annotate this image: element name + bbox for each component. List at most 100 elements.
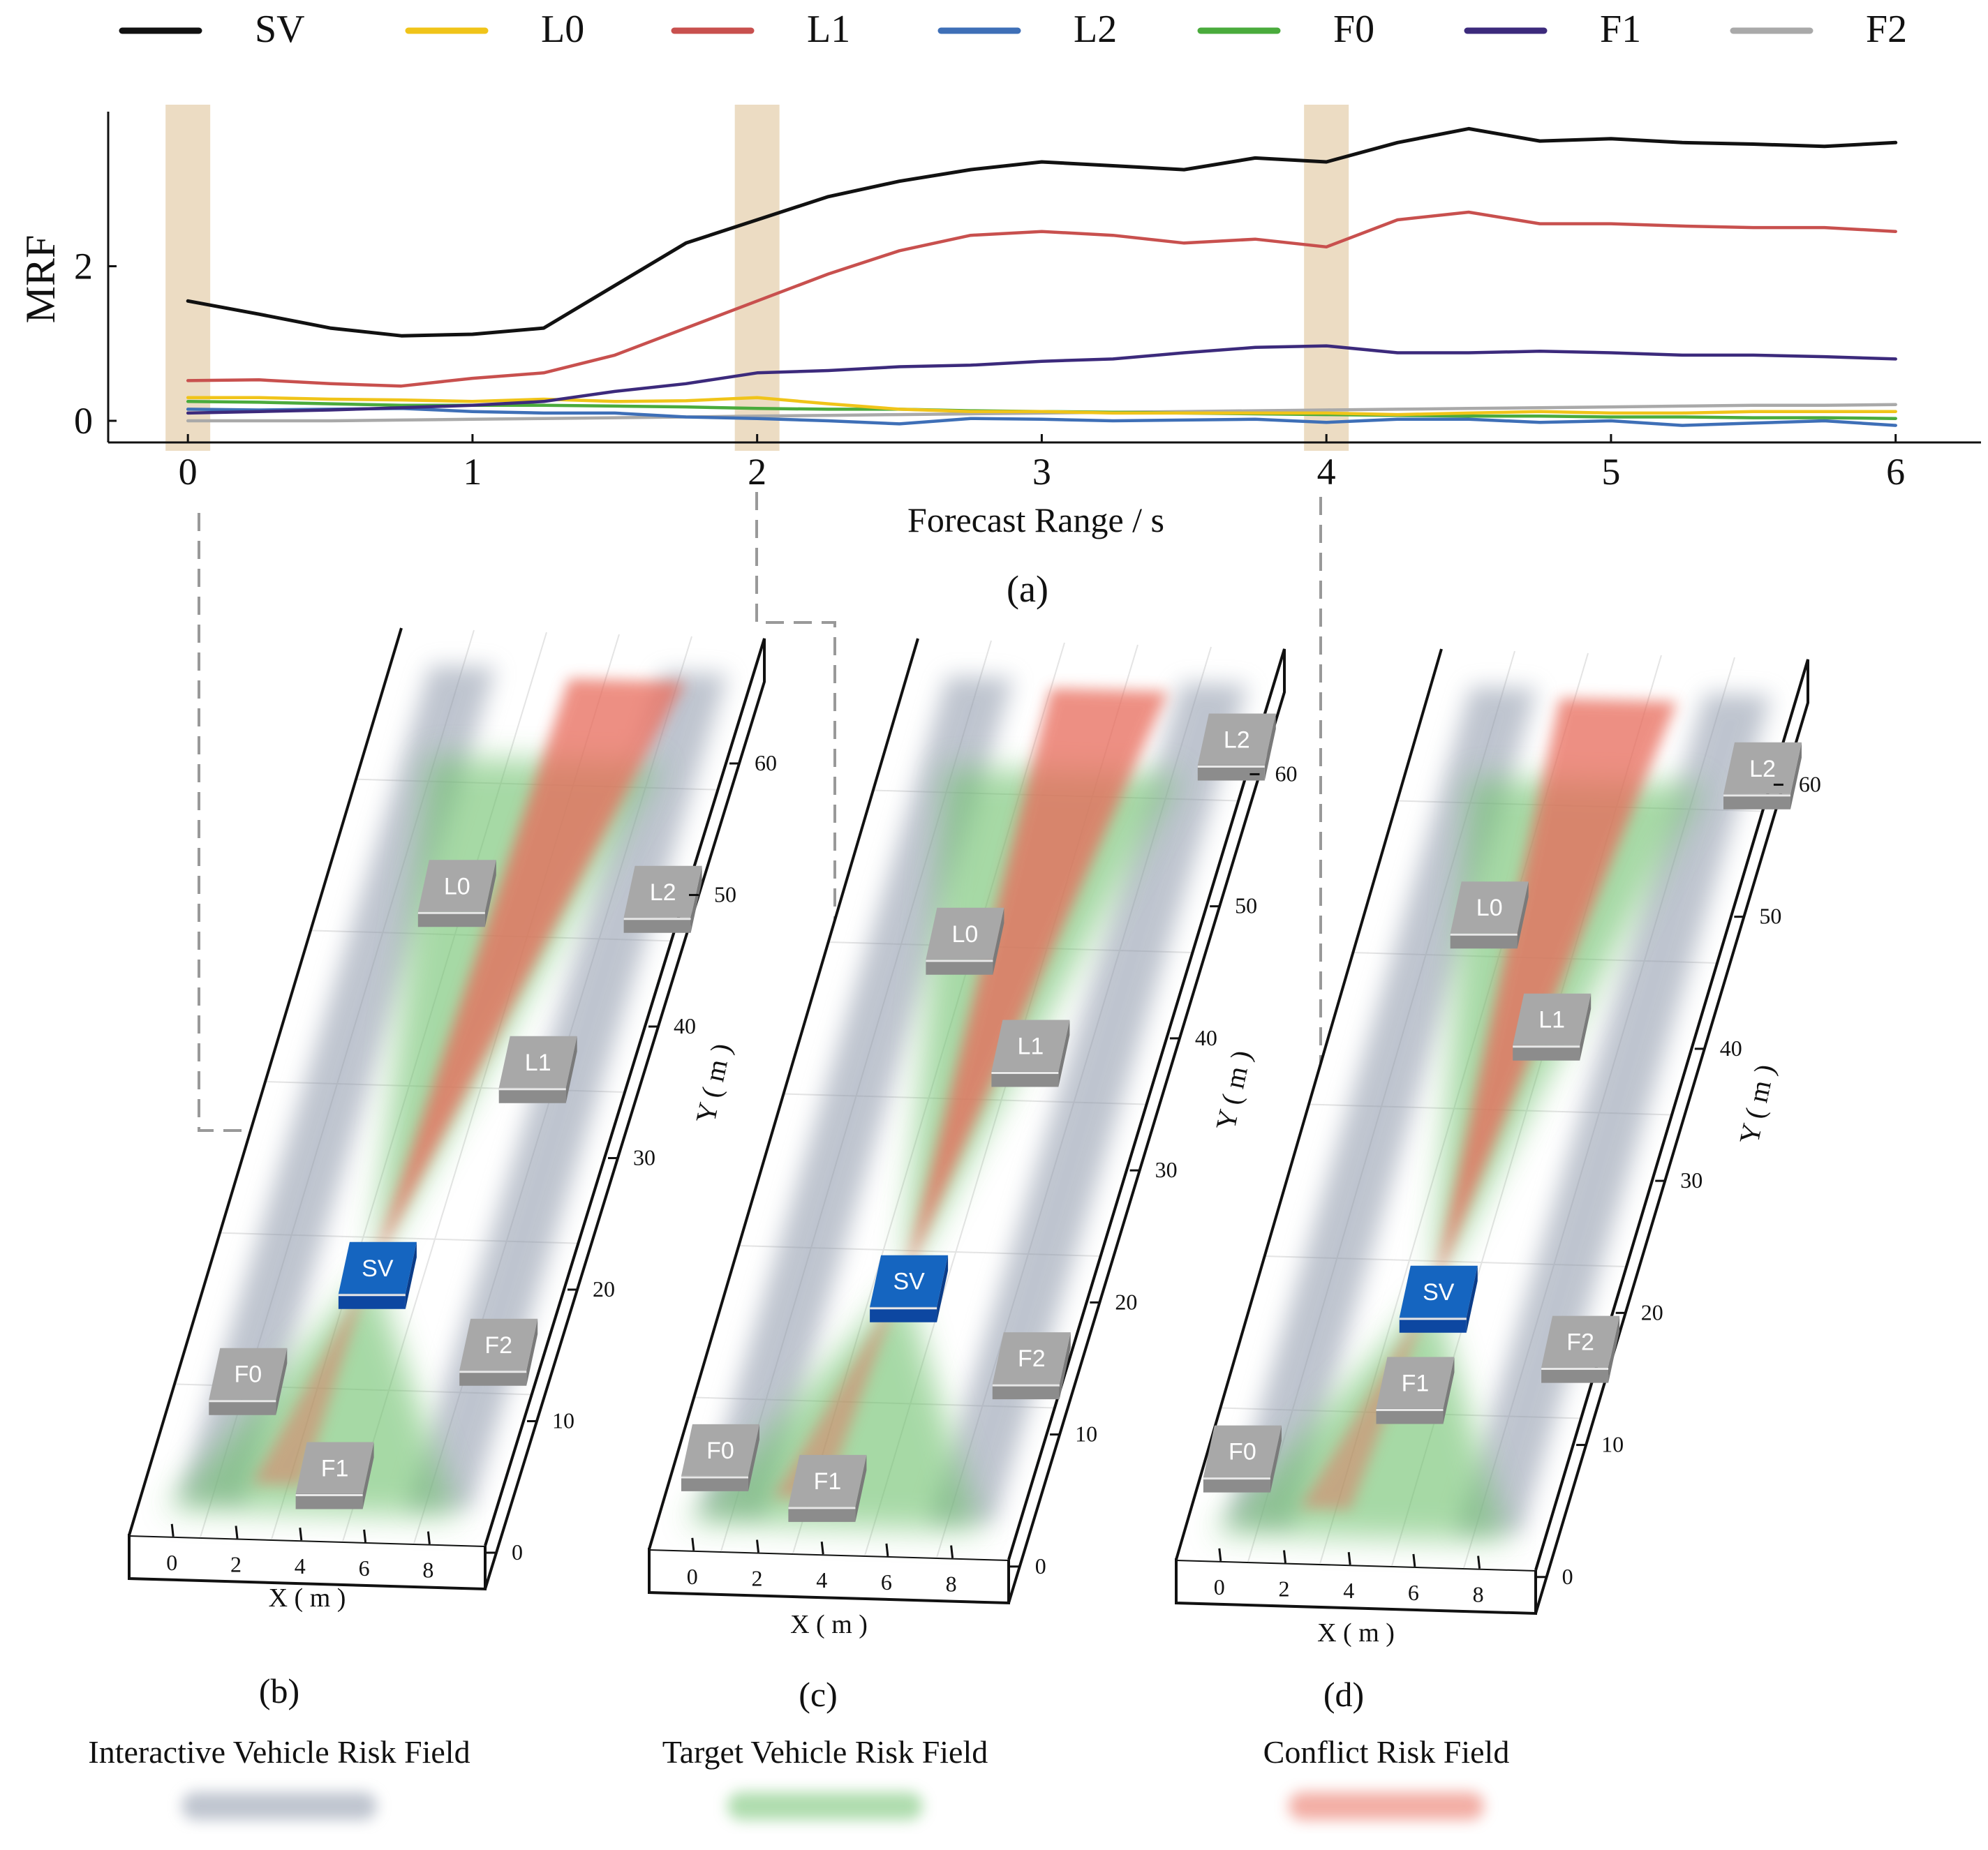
x-tick-label: 3 <box>1032 451 1051 493</box>
vehicle-l2: L2 <box>1723 742 1802 810</box>
vehicle-label-sv: SV <box>893 1269 925 1295</box>
y-axis-tick-label: 60 <box>1275 761 1297 786</box>
panel-label-d: (d) <box>1323 1675 1364 1714</box>
y-axis-tick-label: 60 <box>1799 771 1821 796</box>
vehicle-label-l0: L0 <box>444 873 470 900</box>
vehicle-side-face <box>1517 881 1529 949</box>
highlight-band-0 <box>165 105 211 451</box>
vehicle-front-face <box>1723 793 1790 810</box>
vehicle-side-face <box>362 1442 374 1509</box>
field-legend-label: Interactive Vehicle Risk Field <box>88 1734 470 1770</box>
vehicle-front-face <box>1513 1045 1580 1061</box>
connector-t2 <box>755 492 880 1151</box>
vehicle-top-face <box>1513 993 1592 1045</box>
vehicle-label-l0: L0 <box>1476 895 1503 921</box>
vehicle-top-face <box>991 1020 1070 1072</box>
vehicle-top-face <box>1450 881 1529 934</box>
vehicle-front-face <box>1376 1408 1444 1424</box>
x-axis-tick-label: 8 <box>422 1558 433 1583</box>
legend-label-l1: L1 <box>807 8 850 51</box>
road-left-edge <box>1175 648 1443 1560</box>
y-ticks: 02 <box>74 245 117 442</box>
x-axis-tick <box>299 1528 303 1541</box>
y-axis-tick-label: 50 <box>714 882 736 907</box>
vehicle-front-face <box>623 917 691 933</box>
y-axis-tick-label: 30 <box>1680 1168 1703 1193</box>
vehicle-label-f2: F2 <box>484 1332 512 1359</box>
vehicle-top-face <box>295 1442 374 1494</box>
x-axis-tick-label: 2 <box>752 1566 763 1591</box>
scene-panel-d: SV L0 L1 L2 F0 F1 F2 0 2 4 6 8 X ( m ) 0 10 20 30 40 50 60 Y… <box>1175 648 1821 1714</box>
conflict-risk-field <box>1300 1291 1433 1510</box>
x-axis-tick <box>1218 1548 1222 1561</box>
legend-label-l0: L0 <box>541 8 584 51</box>
x-axis-label: X ( m ) <box>1317 1618 1395 1648</box>
x-axis-tick-label: 4 <box>816 1567 827 1592</box>
vehicle-l0: L0 <box>1450 881 1529 949</box>
y-axis-tick-label: 0 <box>1562 1564 1573 1589</box>
series-line-f1 <box>186 344 1897 415</box>
x-axis-tick <box>691 1537 695 1551</box>
vehicle-top-face <box>1541 1315 1620 1368</box>
x-axis-tick-label: 8 <box>1473 1582 1484 1607</box>
vehicle-f2: F2 <box>459 1318 538 1386</box>
y-axis-label: Y ( m ) <box>690 1040 737 1126</box>
conflict-risk-field <box>773 1281 904 1500</box>
x-axis-tick <box>170 1523 175 1537</box>
vehicle-front-face <box>338 1293 406 1309</box>
vehicle-label-l1: L1 <box>525 1050 551 1076</box>
vehicle-side-face <box>1790 742 1802 810</box>
vehicle-front-face <box>498 1087 566 1103</box>
interactive-risk-field <box>1456 693 1772 1533</box>
x-axis-tick <box>235 1525 239 1539</box>
y-axis-tick-label: 0 <box>512 1539 523 1565</box>
x-tick-label: 1 <box>463 451 482 493</box>
x-axis-tick-label: 8 <box>946 1572 957 1597</box>
x-tick-label: 4 <box>1317 451 1336 493</box>
vehicle-f1: F1 <box>295 1442 374 1509</box>
vehicle-front-face <box>209 1399 276 1415</box>
x-axis-tick <box>1412 1553 1416 1567</box>
vehicle-label-l1: L1 <box>1538 1007 1565 1034</box>
vehicle-front-face <box>459 1370 527 1386</box>
vehicle-side-face <box>405 1241 417 1309</box>
field-legend-swatch <box>1289 1792 1484 1820</box>
series-lines <box>186 126 1898 427</box>
vehicle-label-l2: L2 <box>650 879 676 906</box>
x-tick-label: 5 <box>1601 451 1620 493</box>
vehicle-front-face <box>295 1493 363 1509</box>
vehicle-label-f1: F1 <box>1402 1371 1430 1397</box>
x-axis-tick <box>885 1543 889 1557</box>
y-axis-tick-label: 10 <box>1601 1432 1624 1457</box>
series-line-l0 <box>186 396 1897 417</box>
vehicle-label-f1: F1 <box>814 1468 842 1495</box>
y-axis-tick-label: 40 <box>1720 1036 1742 1061</box>
vehicle-l2: L2 <box>1197 713 1276 781</box>
vehicle-side-face <box>1264 713 1276 781</box>
x-axis-tick-label: 2 <box>230 1552 242 1577</box>
x-ticks: 0 1 2 3 4 5 6 <box>179 434 1905 493</box>
vehicle-sv: SV <box>870 1255 949 1322</box>
legend-label-f1: F1 <box>1600 8 1641 51</box>
vehicle-side-face <box>937 1255 949 1322</box>
road-left-edge <box>648 638 919 1550</box>
vehicle-side-face <box>276 1348 288 1415</box>
vehicle-side-face <box>855 1454 867 1522</box>
y-axis-tick-label: 20 <box>1641 1299 1663 1325</box>
x-axis-tick-label: 4 <box>1343 1578 1354 1603</box>
road-right-edge <box>484 638 766 1546</box>
vehicle-top-face <box>870 1255 949 1307</box>
x-axis-tick <box>426 1531 431 1544</box>
vehicle-front-face <box>926 959 993 975</box>
y-axis-tick-label: 50 <box>1759 904 1781 929</box>
vehicle-sv: SV <box>1399 1265 1478 1333</box>
y-axis-tick-label: 10 <box>552 1408 574 1433</box>
vehicle-f0: F0 <box>1203 1425 1282 1493</box>
vehicle-front-face <box>1203 1477 1270 1493</box>
vehicle-side-face <box>1580 993 1592 1061</box>
vehicle-label-f2: F2 <box>1018 1345 1046 1372</box>
x-tick-label: 0 <box>179 451 198 493</box>
highlight-band-2 <box>734 105 780 451</box>
